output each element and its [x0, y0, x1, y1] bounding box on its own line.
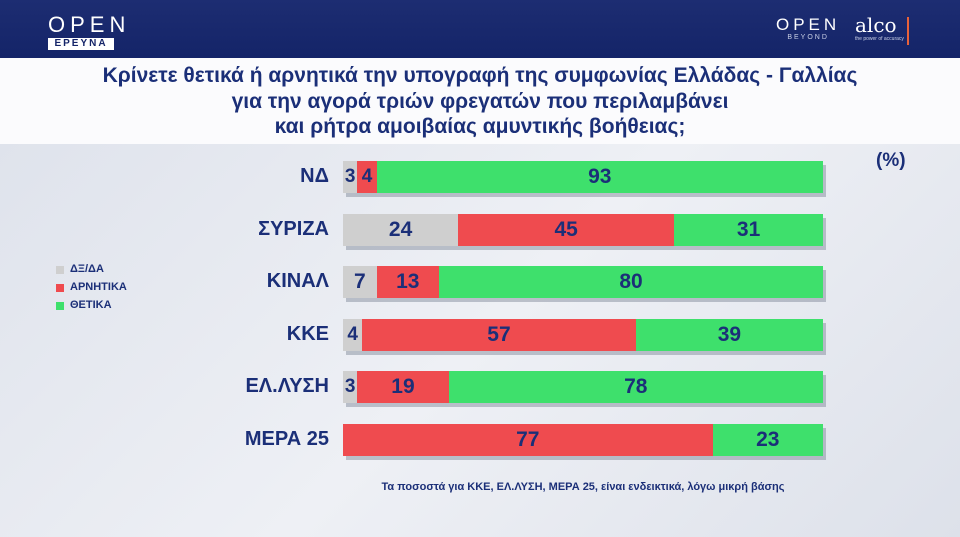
bar-segment	[362, 318, 636, 351]
footnote: Τα ποσοστά για ΚΚΕ, ΕΛ.ΛΥΣΗ, ΜΕΡΑ 25, εί…	[381, 481, 785, 493]
legend-label: ΑΡΝΗΤΙΚΑ	[70, 281, 127, 293]
bar-segment	[448, 371, 823, 403]
open-beyond-sub: BEYOND	[787, 34, 829, 41]
open-beyond-word: OPEN	[776, 15, 841, 34]
legend-swatch	[56, 302, 64, 310]
category-label: ΕΛ.ΛΥΣΗ	[245, 375, 329, 397]
bar-segment	[343, 371, 358, 403]
value-label: 31	[736, 217, 761, 241]
category-label: ΚΙΝΑΛ	[266, 270, 329, 292]
value-label: 4	[361, 166, 373, 187]
value-label: 78	[624, 375, 648, 398]
value-label: 24	[388, 217, 413, 241]
bar-row: 7 13 80	[343, 266, 823, 298]
value-label: 19	[391, 375, 415, 398]
bar-segment	[376, 161, 823, 193]
bar-segment	[343, 266, 377, 298]
value-label: 13	[396, 270, 420, 293]
value-label: 23	[756, 427, 780, 451]
value-label: 7	[353, 270, 366, 293]
alco-sub: the power of accuracy	[855, 36, 904, 42]
bar-segment	[343, 423, 713, 456]
category-label: ΝΔ	[300, 165, 329, 187]
value-label: 3	[344, 166, 356, 187]
bar-row: 77 23	[343, 423, 823, 456]
open-logo-sub: ΕΡΕΥΝΑ	[48, 38, 114, 50]
bar-segment	[343, 318, 363, 351]
legend-swatch	[56, 266, 64, 274]
bar-segment	[376, 266, 439, 298]
bar-row: 24 45 31	[343, 213, 823, 246]
category-label: ΜΕΡΑ 25	[244, 427, 329, 450]
alco-word: alco	[855, 13, 897, 37]
bar-segment	[357, 371, 449, 403]
open-logo-word: OPEN	[48, 12, 131, 37]
value-label: 39	[717, 322, 742, 346]
value-label: 57	[487, 322, 511, 346]
legend-label: ΘΕΤΙΚΑ	[70, 299, 112, 311]
bar-segment	[458, 213, 675, 246]
bar-segment	[712, 423, 823, 456]
value-label: 3	[344, 376, 356, 397]
value-label: 80	[619, 270, 643, 293]
legend-label: ΔΞ/ΔΑ	[70, 263, 104, 275]
legend-swatch	[56, 284, 64, 292]
question-panel: Κρίνετε θετικά ή αρνητικά την υπογραφή τ…	[0, 58, 960, 144]
bar-segment	[439, 266, 823, 298]
question-line-1: Κρίνετε θετικά ή αρνητικά την υπογραφή τ…	[102, 64, 858, 87]
bar-segment	[635, 318, 823, 351]
bar-segment	[343, 161, 358, 193]
bar-segment	[343, 213, 459, 246]
question-line-3: και ρήτρα αμοιβαίας αμυντικής βοήθειας;	[274, 115, 686, 138]
header-divider	[907, 17, 909, 45]
bar-segment	[674, 213, 823, 246]
bar-row: 3 19 78	[343, 371, 823, 403]
value-label: 4	[347, 323, 358, 345]
value-label: 93	[588, 165, 612, 188]
bar-segment	[357, 161, 377, 193]
value-label: 77	[516, 427, 540, 451]
alco-logo: alco the power of accuracy	[855, 14, 904, 42]
open-beyond-logo: OPEN BEYOND	[776, 15, 841, 42]
question-line-2: για την αγορά τριών φρεγατών που περιλαμ…	[231, 90, 729, 113]
value-label: 45	[554, 217, 578, 241]
unit-label: (%)	[876, 150, 906, 171]
category-label: ΚΚΕ	[286, 322, 329, 345]
header-bar: OPEN ΕΡΕΥΝΑ OPEN BEYOND alco the power o…	[0, 0, 960, 58]
open-erevna-logo: OPEN ΕΡΕΥΝΑ	[48, 12, 131, 50]
category-label: ΣΥΡΙΖΑ	[258, 217, 329, 240]
bar-row: 3 4 93	[343, 161, 823, 193]
bar-row: 4 57 39	[343, 318, 823, 351]
